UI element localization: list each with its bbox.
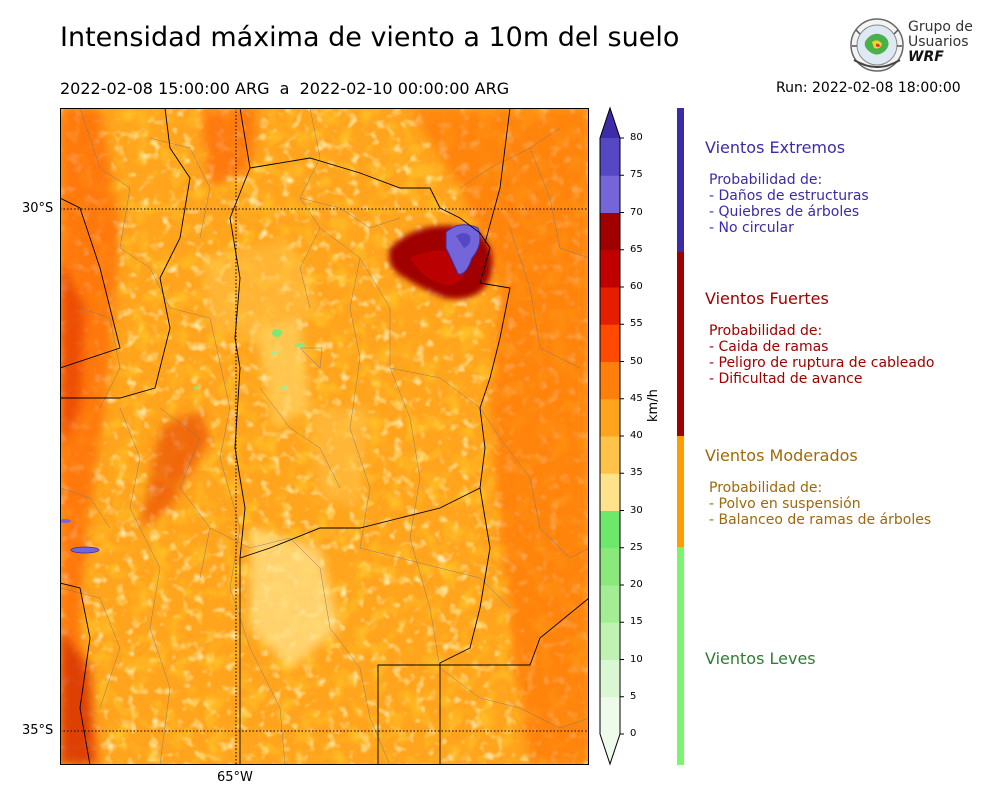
category-probabilities: Probabilidad de: - Daños de estructuras - … (705, 172, 995, 236)
colorbar-tick-label: 30 (630, 504, 643, 516)
colorbar-band (600, 361, 620, 400)
wind-category: Vientos Leves (705, 649, 995, 668)
colorbar-tick-label: 50 (630, 355, 643, 367)
probability-item: - No circular (709, 220, 794, 236)
province-boundaries (60, 108, 589, 765)
category-name: Vientos Extremos (705, 138, 846, 157)
probability-item: - Caida de ramas (709, 339, 829, 355)
colorbar-tick-label: 40 (630, 430, 643, 441)
run-time: Run: 2022-02-08 18:00:00 (776, 80, 961, 96)
calm-wind-spots (194, 329, 305, 390)
colorbar-band (600, 473, 620, 511)
colorbar-tick-label: 60 (630, 281, 643, 292)
probability-item: - Balanceo de ramas de árboles (709, 512, 932, 528)
colorbar-tick-label: 15 (630, 616, 643, 628)
extreme-wind-core (60, 224, 493, 554)
colorbar-extend-high (600, 108, 620, 138)
colorbar-tick-label: 20 (630, 579, 643, 590)
colorbar-band (600, 212, 620, 251)
colorbar-tick-label: 75 (630, 169, 643, 181)
category-name: Vientos Leves (705, 649, 816, 668)
category-bar (677, 436, 684, 547)
category-probabilities: Probabilidad de: - Polvo en suspensión - B… (705, 480, 995, 528)
colorbar-tick-label: 10 (630, 653, 643, 665)
wind-map (60, 108, 589, 765)
colorbar-band (600, 398, 620, 437)
map-title: Intensidad máxima de viento a 10m del su… (60, 22, 680, 53)
colorbar-extend-low (600, 734, 620, 764)
colorbar-band (600, 175, 620, 213)
colorbar-band (600, 287, 620, 325)
globe-logo-icon (850, 18, 904, 72)
colorbar (599, 106, 624, 766)
category-bar (677, 108, 684, 252)
logo-line2: Usuarios (908, 34, 969, 50)
valid-period: 2022-02-08 15:00:00 ARG a 2022-02-10 00:… (60, 79, 510, 98)
colorbar-band (600, 510, 620, 549)
colorbar-band (600, 547, 620, 586)
lat-label-30s: 30°S (22, 201, 54, 216)
wind-category: Vientos Extremos Probabilidad de: - Daños … (705, 138, 995, 236)
gruwrf-logo: Grupo de Usuarios WRF (848, 16, 973, 74)
department-boundaries (60, 108, 589, 765)
wind-category: Vientos Moderados Probabilidad de: - Polvo… (705, 446, 995, 528)
colorbar-band (600, 138, 620, 176)
colorbar-tick-label: 65 (630, 243, 643, 255)
probability-item: - Daños de estructuras (709, 188, 869, 204)
graticule (60, 108, 589, 765)
category-bar (677, 547, 684, 765)
logo-text: Grupo de Usuarios WRF (908, 20, 973, 65)
logo-line1: Grupo de (908, 19, 973, 35)
logo-line3: WRF (908, 49, 944, 65)
lon-label-65w: 65°W (217, 770, 253, 785)
colorbar-band (600, 249, 620, 288)
map-frame (60, 108, 589, 765)
probability-item: - Dificultad de avance (709, 371, 863, 387)
probability-title: Probabilidad de: (709, 172, 823, 188)
probability-item: - Quiebres de árboles (709, 204, 860, 220)
colorbar-band (600, 659, 620, 698)
colorbar-tick-label: 5 (630, 690, 637, 702)
probability-title: Probabilidad de: (709, 323, 823, 339)
lat-label-35s: 35°S (22, 723, 54, 738)
colorbar-tick-label: 80 (630, 132, 643, 143)
colorbar-tick-label: 25 (630, 541, 643, 553)
colorbar-band (600, 696, 620, 735)
probability-item: - Peligro de ruptura de cableado (709, 355, 935, 371)
colorbar-band (600, 436, 620, 474)
colorbar-band (600, 585, 620, 623)
strong-wind-areas (60, 108, 589, 765)
colorbar-tick-label: 0 (630, 728, 637, 739)
colorbar-tick-label: 55 (630, 318, 643, 330)
weak-wind-areas (200, 238, 370, 668)
colorbar-tick-label: 70 (630, 206, 643, 218)
colorbar-unit: km/h (646, 389, 661, 422)
wind-category: Vientos Fuertes Probabilidad de: - Caida d… (705, 289, 995, 387)
colorbar-band (600, 324, 620, 362)
category-name: Vientos Moderados (705, 446, 858, 465)
colorbar-tick-label: 35 (630, 467, 643, 479)
probability-title: Probabilidad de: (709, 480, 823, 496)
category-bar (677, 252, 684, 436)
category-probabilities: Probabilidad de: - Caida de ramas - Peligr… (705, 323, 995, 387)
category-name: Vientos Fuertes (705, 289, 829, 308)
probability-item: - Polvo en suspensión (709, 496, 861, 512)
colorbar-band (600, 622, 620, 660)
colorbar-tick-label: 45 (630, 392, 643, 404)
